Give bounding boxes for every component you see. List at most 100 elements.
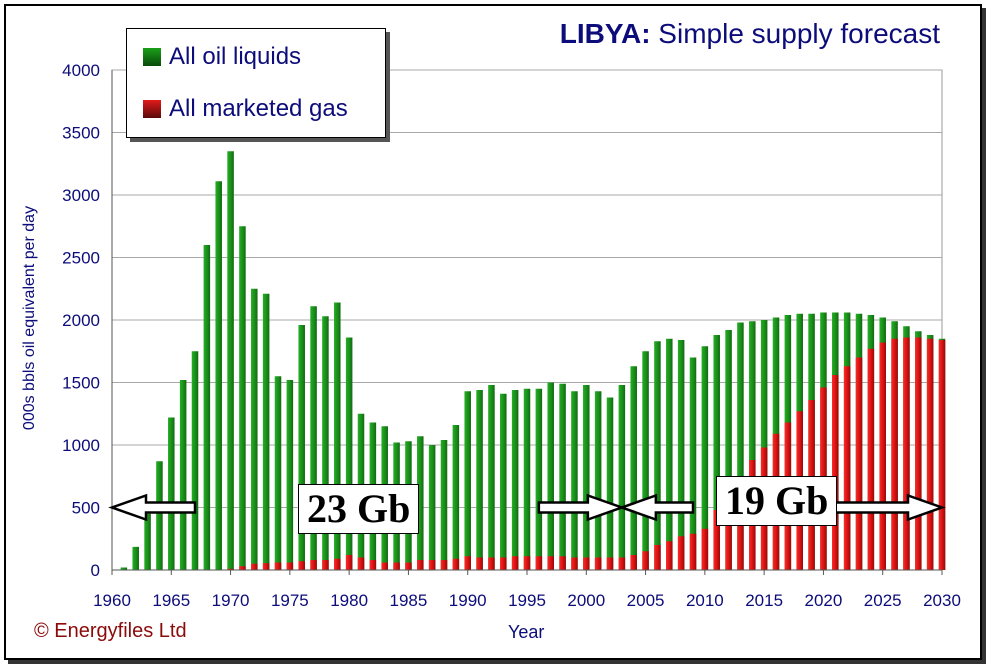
oil-bar (298, 325, 305, 570)
x-tick-label: 1965 (152, 591, 190, 610)
gas-bar (535, 556, 543, 570)
oil-bar (725, 330, 732, 570)
oil-bar (547, 382, 554, 570)
gas-bar (345, 555, 353, 570)
range-arrow (537, 493, 626, 522)
x-tick-labels: 1960 1965 1970 1975 1980 1985 1990 1995 2000 2005… (93, 570, 961, 610)
gas-bar (677, 536, 685, 570)
gas-bar (547, 556, 554, 570)
oil-bar (642, 351, 649, 570)
oil-bar (132, 546, 139, 570)
annotation-23-gb: 23 Gb (298, 484, 420, 534)
oil-bar (737, 322, 744, 570)
oil-bar (334, 302, 341, 570)
oil-bar (559, 383, 566, 570)
gas-bar (417, 560, 424, 570)
x-tick-label: 1960 (93, 591, 131, 610)
gas-bar (262, 563, 270, 570)
oil-bar (511, 390, 519, 570)
oil-bar (760, 320, 768, 570)
oil-bar (713, 335, 720, 570)
gas-bar (606, 557, 614, 570)
gas-bar (440, 560, 448, 570)
oil-bar (677, 340, 685, 570)
gas-bar (464, 556, 471, 570)
gas-bar (488, 557, 495, 570)
oil-bar (120, 567, 128, 570)
oil-bar (689, 357, 697, 570)
x-tick-label: 1980 (330, 591, 368, 610)
oil-bar (144, 513, 151, 570)
oil-bar (476, 390, 483, 570)
x-tick-label: 1990 (449, 591, 487, 610)
gas-bar (725, 497, 732, 570)
legend-item-oil: All oil liquids (143, 43, 301, 71)
y-tick-label: 1000 (62, 436, 100, 455)
y-tick-labels: 0 500 1000 1500 2000 2500 3000 3500 4000 (62, 61, 100, 580)
legend-swatch-oil (143, 48, 161, 66)
oil-bar (606, 397, 614, 570)
gas-bar (832, 375, 839, 570)
gas-bar (926, 338, 934, 570)
y-axis-label: 000s bbls oil equivalent per day (21, 205, 38, 431)
copyright-text: © Energyfiles Ltd (34, 620, 187, 642)
y-tick-label: 500 (72, 499, 100, 518)
oil-bar (262, 293, 270, 570)
legend-label-oil: All oil liquids (169, 43, 302, 70)
oil-bar (191, 351, 199, 570)
gas-bar (666, 541, 673, 570)
gas-bar (689, 533, 697, 570)
y-tick-label: 0 (91, 561, 100, 580)
x-tick-label: 2020 (805, 591, 843, 610)
x-tick-label: 2005 (627, 591, 665, 610)
y-tick-label: 3000 (62, 186, 100, 205)
oil-bar (535, 388, 543, 570)
oil-bar (310, 306, 317, 570)
oil-bar (251, 288, 258, 570)
gas-bar (654, 545, 661, 570)
oil-bar (203, 245, 211, 570)
gas-bar (310, 560, 317, 570)
oil-bar (428, 445, 436, 570)
gas-bar (843, 366, 851, 570)
gas-bar (713, 510, 720, 570)
chart-title-bold: LIBYA: (559, 18, 651, 49)
gas-bar (298, 561, 305, 570)
gas-bar (618, 557, 626, 570)
gas-bar (251, 563, 258, 570)
legend-item-gas: All marketed gas (143, 95, 348, 123)
oil-bar (156, 461, 163, 570)
oil-bar (749, 321, 756, 570)
oil-bar (215, 181, 222, 570)
gas-bar (891, 338, 898, 570)
oil-bar (500, 393, 507, 570)
oil-bar (594, 391, 602, 570)
oil-bar (440, 440, 448, 570)
oil-bar (274, 376, 282, 570)
oil-bar (618, 385, 626, 570)
oil-bar (452, 425, 460, 570)
gas-bar (559, 556, 566, 570)
gas-bar (357, 557, 365, 570)
x-tick-label: 1970 (212, 591, 250, 610)
oil-bar (322, 316, 329, 570)
x-tick-label: 1985 (390, 591, 428, 610)
range-arrow (618, 493, 695, 522)
oil-bar (571, 391, 578, 570)
gas-bar (523, 556, 531, 570)
gas-bar (334, 558, 341, 570)
oil-bar (227, 151, 234, 570)
oil-bar (345, 337, 353, 570)
gas-bar (855, 357, 863, 570)
gas-bar (583, 557, 590, 570)
gas-bar (903, 337, 910, 570)
annotation-19-gb: 19 Gb (716, 476, 838, 526)
gas-bar (239, 566, 246, 570)
x-tick-label: 2025 (864, 591, 902, 610)
y-tick-label: 2500 (62, 249, 100, 268)
y-tick-label: 1500 (62, 374, 100, 393)
gas-bar (393, 562, 400, 570)
y-tick-label: 3500 (62, 124, 100, 143)
oil-bar (701, 346, 709, 570)
